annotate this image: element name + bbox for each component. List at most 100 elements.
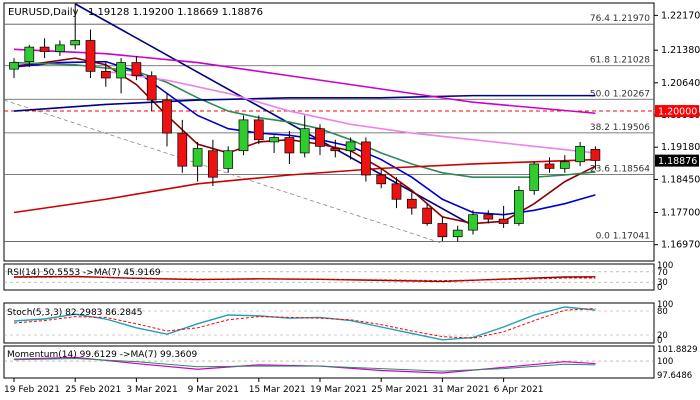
momentum-ma-line	[13, 358, 596, 372]
time-tick-label: 19 Feb 2021	[4, 385, 60, 395]
moving-average-line	[105, 70, 596, 154]
price-panel: 76.4 1.21970 61.8 1.21028 50.0 1.20267 38.2…	[3, 2, 655, 262]
fib-label: 50.0 1.20267	[590, 89, 650, 99]
candle-body	[192, 148, 203, 167]
fib-label: 23.6 1.18564	[590, 164, 650, 174]
candles	[9, 3, 601, 242]
fibonacci-levels: 76.4 1.21970 61.8 1.21028 50.0 1.20267 38.2…	[4, 14, 654, 242]
candle-body	[452, 229, 463, 238]
trend-line-blue	[74, 3, 474, 227]
momentum-lines	[4, 356, 654, 374]
symbol-title: EURUSD,Daily	[8, 7, 79, 18]
indicator-tick-label: 20	[657, 331, 668, 341]
stochastic-label: Stoch(5,3,3) 82.2983 86.2845	[7, 308, 142, 318]
last-price-badge: 1.18876	[655, 154, 699, 167]
candle-body	[238, 119, 249, 152]
candle-body	[529, 163, 540, 191]
price-tick-label: 1.18450	[661, 174, 700, 185]
fib-label: 61.8 1.21028	[590, 56, 650, 66]
time-tick-label: 25 Mar 2021	[371, 385, 428, 395]
moving-averages	[13, 48, 596, 225]
indicator-tick-label: 100	[657, 357, 673, 367]
candle-body	[55, 44, 65, 52]
time-tick-label: 9 Mar 2021	[188, 385, 239, 395]
price-tick-label: 1.19180	[661, 142, 700, 153]
time-tick-label: 19 Mar 2021	[310, 385, 367, 395]
stoch-d-line	[13, 307, 596, 339]
candle-body	[177, 132, 188, 167]
candle-body	[544, 163, 555, 169]
indicator-tick-label: 101.8829	[657, 345, 698, 355]
level-badge: 1.20000	[655, 105, 699, 118]
candle-body	[361, 141, 371, 176]
candle-body	[24, 46, 35, 63]
candle-body	[269, 137, 279, 143]
fib-label: 0.0 1.17041	[596, 232, 650, 242]
candle-body	[330, 148, 341, 152]
momentum-label: Momentum(14) 99.6129 ->MA(7) 99.3609	[7, 350, 198, 360]
indicator-tick-label: 70	[657, 268, 668, 278]
candle-body	[284, 137, 295, 154]
indicator-tick-label: 0	[657, 336, 662, 346]
indicator-tick-label: 100	[657, 300, 673, 310]
indicator-tick-label: 80	[657, 307, 668, 317]
ohlc-readout: 1.19128 1.19200 1.18669 1.18876	[88, 7, 263, 18]
candle-body	[345, 141, 356, 152]
fib-label: 76.4 1.21970	[590, 14, 650, 24]
price-tick-label: 1.20640	[661, 78, 700, 89]
candle-body	[299, 128, 310, 154]
momentum-axis: 101.8829 100 97.6486	[657, 345, 698, 381]
time-tick-label: 3 Mar 2021	[126, 385, 177, 395]
indicator-tick-label: 97.6486	[657, 371, 692, 381]
last-price-label: 1.18876	[658, 156, 697, 167]
price-tick-label: 1.21380	[661, 45, 700, 56]
candle-body	[575, 145, 585, 163]
candle-body	[514, 190, 524, 224]
candle-body	[498, 218, 509, 224]
rsi-label: RSI(14) 50.5553 ->MA(7) 45.9169	[7, 268, 161, 278]
candle-body	[223, 150, 234, 169]
candle-body	[406, 198, 417, 209]
moving-average-line	[13, 61, 596, 179]
candle-body	[100, 71, 111, 79]
price-tick-label: 1.17700	[661, 207, 700, 218]
time-tick-label: 31 Mar 2021	[432, 385, 489, 395]
rsi-ma-line	[13, 276, 596, 282]
candle-body	[39, 46, 50, 52]
candle-body	[468, 214, 478, 231]
time-tick-label: 25 Feb 2021	[65, 385, 121, 395]
candle-body	[590, 149, 601, 161]
candle-body	[131, 62, 142, 77]
time-tick-label: 6 Apr 2021	[494, 385, 544, 395]
candle-body	[437, 223, 448, 238]
candle-body	[315, 128, 325, 147]
indicator-tick-label: 30	[657, 278, 668, 288]
candle-body	[422, 207, 432, 224]
price-tick-label: 1.22170	[661, 10, 700, 21]
candle-body	[253, 119, 264, 141]
candle-body	[559, 161, 570, 169]
moving-average-line	[13, 48, 596, 115]
time-axis: 19 Feb 2021 25 Feb 2021 3 Mar 2021 9 Mar 20…	[4, 378, 544, 395]
indicator-tick-label: 0	[657, 283, 662, 293]
candle-body	[483, 214, 494, 220]
candle-body	[162, 99, 172, 134]
candle-body	[85, 40, 96, 72]
price-tick-label: 1.16970	[661, 240, 700, 251]
rsi-lines	[4, 271, 654, 283]
candle-body	[376, 174, 387, 185]
fib-label: 38.2 1.19506	[590, 123, 650, 133]
candle-body	[116, 62, 126, 79]
moving-average-line	[13, 94, 596, 112]
candle-body	[391, 183, 402, 200]
indicator-tick-label: 100	[657, 261, 673, 271]
moving-average-line	[13, 158, 596, 214]
stochastic-lines	[4, 306, 654, 341]
stoch-k-line	[13, 306, 596, 341]
candle-body	[146, 75, 157, 101]
